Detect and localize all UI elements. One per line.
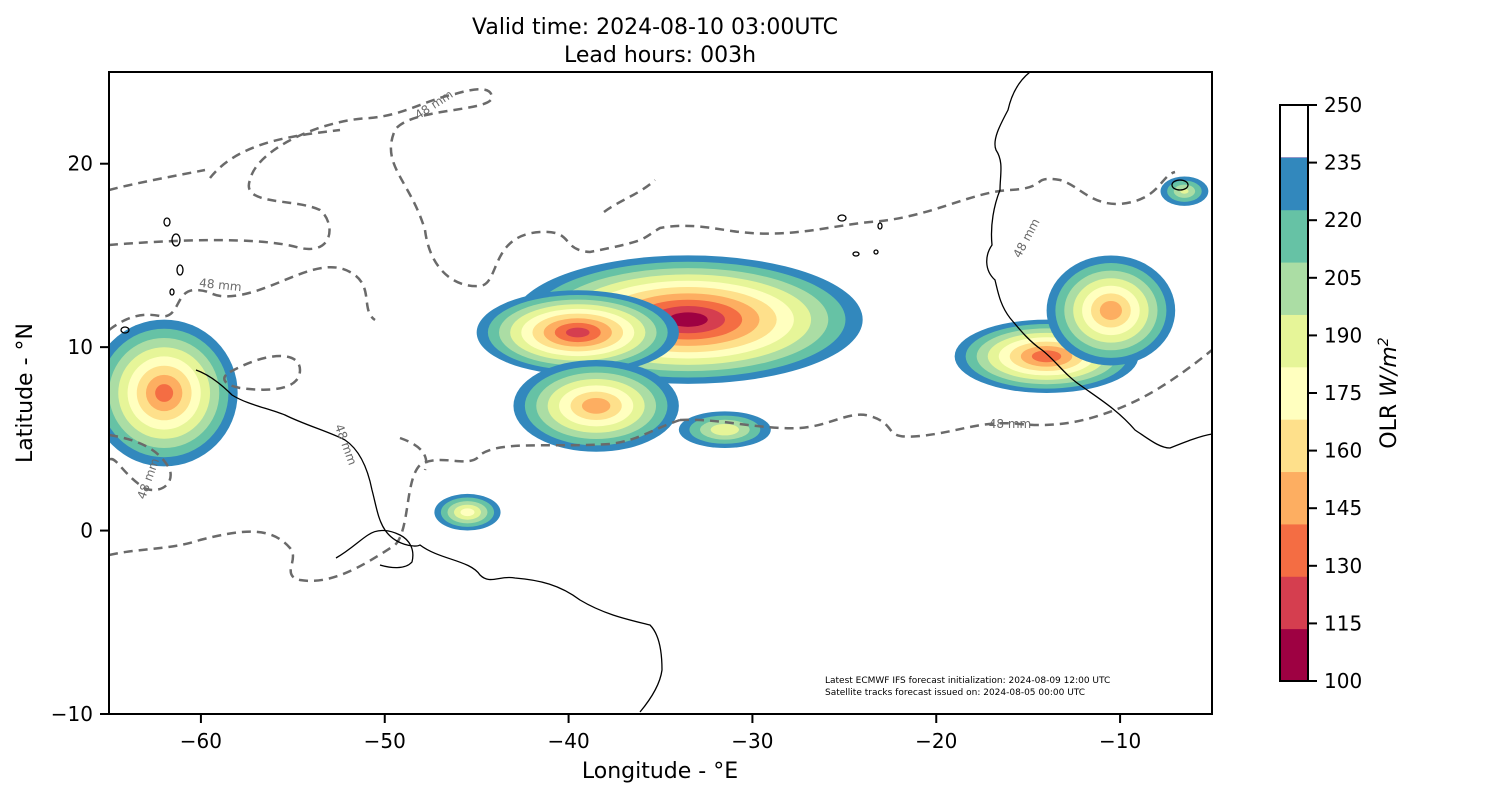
colorbar-segment-top xyxy=(1280,105,1308,158)
y-tick-label: 20 xyxy=(68,152,93,176)
x-axis-label: Longitude - °E xyxy=(582,759,738,784)
x-tick-label: −50 xyxy=(364,729,406,753)
colorbar-tick-label: 145 xyxy=(1324,496,1362,520)
olr-band xyxy=(155,384,174,402)
colorbar-tick-label: 205 xyxy=(1324,266,1362,290)
colorbar-label-unit: W/m xyxy=(1377,346,1402,397)
y-tick-label: 0 xyxy=(80,519,93,543)
colorbar-segment xyxy=(1280,366,1308,420)
olr-band xyxy=(668,312,708,327)
y-axis-ticks: −10 0 10 20 xyxy=(51,152,109,726)
colorbar-tick-label: 250 xyxy=(1324,93,1362,117)
y-tick-label: 10 xyxy=(68,335,93,359)
colorbar-tick-label: 100 xyxy=(1324,669,1362,693)
forecast-init-note: Latest ECMWF IFS forecast initialization… xyxy=(825,676,1110,686)
y-axis-label: Latitude - °N xyxy=(13,323,38,463)
olr-band xyxy=(1031,350,1062,363)
colorbar-segment xyxy=(1280,471,1308,525)
olr-band xyxy=(581,397,611,414)
coastlines xyxy=(120,72,1212,713)
x-tick-label: −20 xyxy=(915,729,957,753)
colorbar-segment xyxy=(1280,576,1308,630)
colorbar-segment xyxy=(1280,157,1308,211)
colorbar-segment xyxy=(1280,523,1308,577)
olr-band xyxy=(710,423,740,436)
colorbar-tick-label: 115 xyxy=(1324,611,1362,635)
olr-band xyxy=(1099,300,1122,320)
colorbar-label-exponent: 2 xyxy=(1376,337,1392,346)
x-tick-label: −60 xyxy=(180,729,222,753)
contour-label: 48 mm xyxy=(989,417,1031,431)
olr-band xyxy=(565,327,590,338)
x-tick-label: −40 xyxy=(547,729,589,753)
olr-colorbar: 100 115 130 145 160 175 190 205 220 235 250 xyxy=(1279,93,1362,693)
colorbar-label-text: OLR xyxy=(1377,397,1402,449)
colorbar-segment xyxy=(1280,262,1308,315)
contour-label: 48 mm xyxy=(199,276,243,294)
x-tick-label: −30 xyxy=(731,729,773,753)
title-lead-hours: Lead hours: 003h xyxy=(564,43,756,68)
colorbar-segment xyxy=(1280,419,1308,473)
colorbar-tick-label: 175 xyxy=(1324,381,1362,405)
colorbar-tick-label: 235 xyxy=(1324,151,1362,175)
colorbar-segment xyxy=(1280,314,1308,368)
colorbar-tick-label: 160 xyxy=(1324,439,1362,463)
colorbar-tick-label: 220 xyxy=(1324,208,1362,232)
olr-filled-contours xyxy=(109,176,1209,531)
colorbar-segment xyxy=(1280,209,1308,263)
colorbar-segment xyxy=(1280,628,1308,682)
colorbar-tick-label: 190 xyxy=(1324,323,1362,347)
colorbar-label: OLR W/m2 xyxy=(1376,337,1402,448)
olr-band xyxy=(460,508,475,517)
satellite-track-note: Satellite tracks forecast issued on: 202… xyxy=(825,688,1085,698)
colorbar-tick-label: 130 xyxy=(1324,554,1362,578)
precip-48mm-contour xyxy=(109,88,1212,583)
x-axis-ticks: −60 −50 −40 −30 −20 −10 xyxy=(180,714,1141,753)
y-tick-label: −10 xyxy=(51,702,93,726)
title-valid-time: Valid time: 2024-08-10 03:00UTC xyxy=(472,15,838,40)
x-tick-label: −10 xyxy=(1099,729,1141,753)
map-frame xyxy=(108,71,1213,715)
